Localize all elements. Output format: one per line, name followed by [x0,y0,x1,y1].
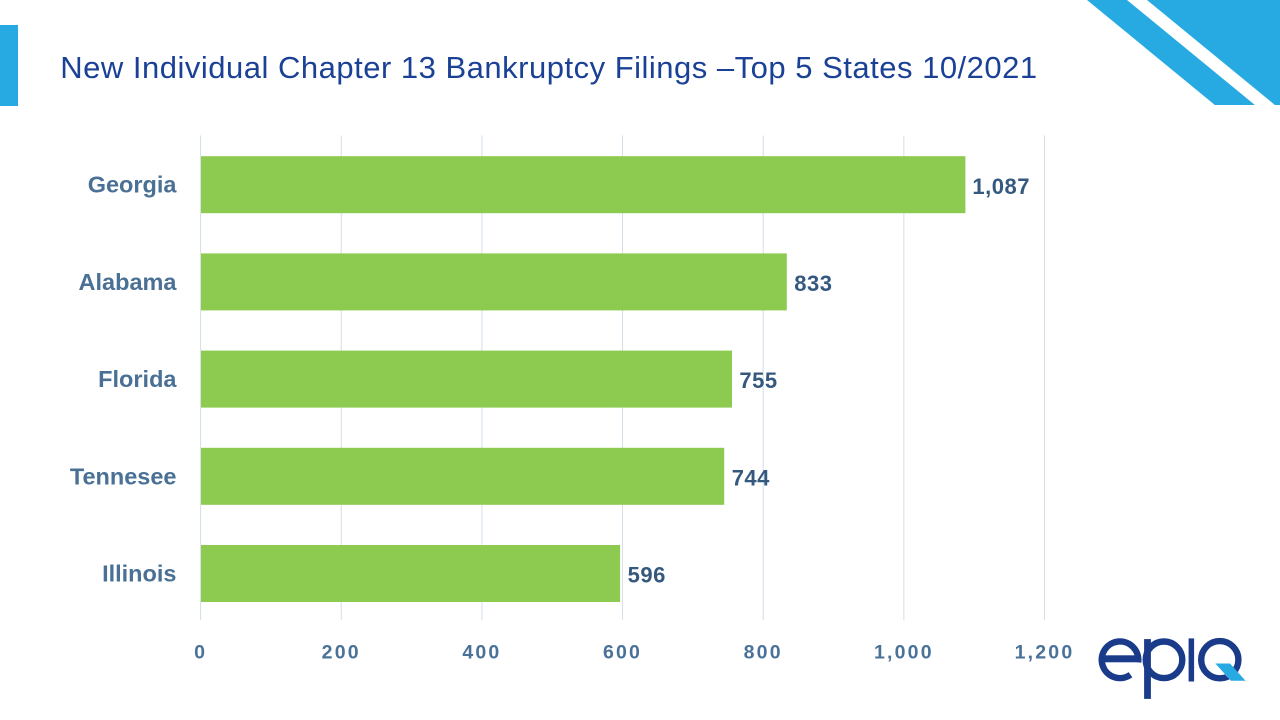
svg-text:755: 755 [739,368,777,393]
svg-text:400: 400 [462,641,501,663]
svg-text:Illinois: Illinois [102,561,176,587]
svg-text:Tennesee: Tennesee [70,463,177,489]
svg-text:1,087: 1,087 [972,174,1030,199]
svg-text:0: 0 [194,641,207,663]
svg-text:Florida: Florida [98,366,177,392]
svg-text:596: 596 [628,563,666,588]
svg-text:200: 200 [322,641,361,663]
svg-text:1,200: 1,200 [1015,641,1075,663]
svg-text:800: 800 [744,641,783,663]
svg-text:600: 600 [603,641,642,663]
svg-text:744: 744 [732,465,770,490]
svg-text:1,000: 1,000 [874,641,934,663]
svg-text:Georgia: Georgia [88,172,178,198]
svg-text:833: 833 [794,271,832,296]
svg-text:Alabama: Alabama [79,269,178,295]
svg-text:New Individual Chapter 13 Bank: New Individual Chapter 13 Bankruptcy Fil… [60,50,1037,85]
